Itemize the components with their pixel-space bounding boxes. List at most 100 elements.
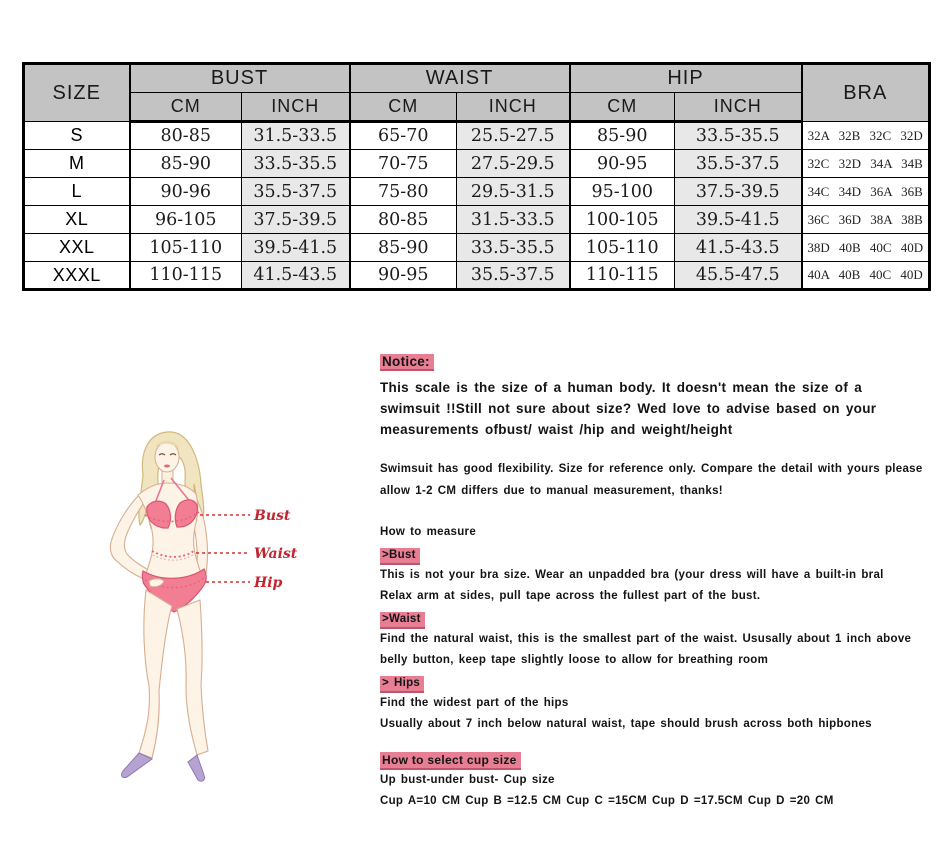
size-cell: XL xyxy=(23,205,130,234)
left-leg-sketch xyxy=(138,589,173,759)
header-hip: HIP xyxy=(568,63,802,93)
size-cell: L xyxy=(23,177,130,206)
size-cell: M xyxy=(23,149,130,178)
bust-cm-cell: 80-85 xyxy=(128,121,242,150)
hip-inch-cell: 45.5-47.5 xyxy=(674,261,802,290)
hand-on-hip xyxy=(148,578,165,588)
table-row: L 90-96 35.5-37.5 75-80 29.5-31.5 95-100… xyxy=(23,177,930,206)
size-cell: S xyxy=(23,121,130,150)
hips-instruction: Usually about 7 inch below natural waist… xyxy=(380,718,872,730)
bust-instruction: This is not your bra size. Wear an unpad… xyxy=(380,569,884,581)
bra-cell: 40A 40B 40C 40D xyxy=(800,261,930,290)
table-row: XXL 105-110 39.5-41.5 85-90 33.5-35.5 10… xyxy=(23,233,930,262)
table-row: S 80-85 31.5-33.5 65-70 25.5-27.5 85-90 … xyxy=(23,121,930,150)
bra-cell: 36C 36D 38A 38B xyxy=(800,205,930,234)
hip-cm-cell: 85-90 xyxy=(568,121,675,150)
hip-cm-cell: 95-100 xyxy=(568,177,675,206)
eye-left xyxy=(158,453,166,456)
subheader-waist-cm: CM xyxy=(348,92,457,123)
cup-size-line: Up bust-under bust- Cup size xyxy=(380,774,555,786)
notice-line: swimsuit !!Still not sure about size? We… xyxy=(380,401,877,416)
subheader-bust-inch: INCH xyxy=(241,92,350,123)
bra-cell: 38D 40B 40C 40D xyxy=(800,233,930,262)
table-row: M 85-90 33.5-35.5 70-75 27.5-29.5 90-95 … xyxy=(23,149,930,178)
bust-inch-cell: 37.5-39.5 xyxy=(241,205,350,234)
measurement-figure: Bust Waist Hip xyxy=(100,420,360,820)
bikini-top-left-cup xyxy=(146,500,172,529)
size-chart-table: SIZE BUST WAIST HIP BRA CM INCH CM INCH … xyxy=(22,62,931,291)
waist-inch-cell: 31.5-33.5 xyxy=(456,205,570,234)
bra-cell: 32A 32B 32C 32D xyxy=(800,121,930,150)
size-cell: XXXL xyxy=(23,261,130,290)
bust-cm-cell: 85-90 xyxy=(128,149,242,178)
notice-line: This scale is the size of a human body. … xyxy=(380,380,863,395)
hip-cm-cell: 110-115 xyxy=(568,261,675,290)
waist-inch-cell: 29.5-31.5 xyxy=(456,177,570,206)
waist-instruction: Find the natural waist, this is the smal… xyxy=(380,633,912,645)
waist-cm-cell: 65-70 xyxy=(348,121,457,150)
waist-inch-cell: 35.5-37.5 xyxy=(456,261,570,290)
bust-instruction: Relax arm at sides, pull tape across the… xyxy=(380,590,761,602)
notice-block: Notice: This scale is the size of a huma… xyxy=(380,353,935,440)
hip-inch-cell: 39.5-41.5 xyxy=(674,205,802,234)
body-measurement-illustration: Bust Waist Hip xyxy=(109,431,298,782)
hip-inch-cell: 41.5-43.5 xyxy=(674,233,802,262)
hip-inch-cell: 33.5-35.5 xyxy=(674,121,802,150)
waist-heading: >Waist xyxy=(380,612,425,629)
notice-heading: Notice: xyxy=(380,354,434,371)
bust-inch-cell: 33.5-35.5 xyxy=(241,149,350,178)
hair-fringe xyxy=(155,440,180,450)
waist-instruction: belly button, keep tape slightly loose t… xyxy=(380,654,769,666)
bust-cm-cell: 96-105 xyxy=(128,205,242,234)
header-size: SIZE xyxy=(23,63,130,122)
size-cell: XXL xyxy=(23,233,130,262)
hips-instruction: Find the widest part of the hips xyxy=(380,697,569,709)
bust-cm-cell: 110-115 xyxy=(128,261,242,290)
hip-cm-cell: 100-105 xyxy=(568,205,675,234)
left-shoe xyxy=(121,752,153,778)
notice-line: measurements ofbust/ waist /hip and weig… xyxy=(380,422,733,437)
waist-cm-cell: 90-95 xyxy=(348,261,457,290)
bust-heading: >Bust xyxy=(380,548,420,565)
right-leg-sketch xyxy=(176,599,209,756)
waist-cm-cell: 70-75 xyxy=(348,149,457,178)
waist-figure-label: Waist xyxy=(254,546,298,562)
cup-size-line: Cup A=10 CM Cup B =12.5 CM Cup C =15CM C… xyxy=(380,795,834,807)
eye-right xyxy=(169,453,177,456)
waist-inch-cell: 27.5-29.5 xyxy=(456,149,570,178)
bust-inch-cell: 41.5-43.5 xyxy=(241,261,350,290)
cup-size-block: How to select cup size Up bust-under bus… xyxy=(380,749,935,812)
bra-cell: 34C 34D 36A 36B xyxy=(800,177,930,206)
hip-cm-cell: 90-95 xyxy=(568,149,675,178)
hip-figure-label: Hip xyxy=(253,575,283,591)
bust-inch-cell: 39.5-41.5 xyxy=(241,233,350,262)
header-bust: BUST xyxy=(128,63,350,93)
table-row: XXXL 110-115 41.5-43.5 90-95 35.5-37.5 1… xyxy=(23,261,930,290)
bra-cell: 32C 32D 34A 34B xyxy=(800,149,930,178)
bust-inch-cell: 31.5-33.5 xyxy=(241,121,350,150)
how-to-measure-block: How to measure >Bust This is not your br… xyxy=(380,522,935,735)
hip-cm-cell: 105-110 xyxy=(568,233,675,262)
bust-dotted-band xyxy=(144,511,200,523)
header-bra: BRA xyxy=(800,63,930,122)
waist-cm-cell: 80-85 xyxy=(348,205,457,234)
waist-inch-cell: 25.5-27.5 xyxy=(456,121,570,150)
lips xyxy=(164,464,170,468)
hip-inch-cell: 37.5-39.5 xyxy=(674,177,802,206)
flexibility-line: Swimsuit has good flexibility. Size for … xyxy=(380,463,923,475)
table-row: XL 96-105 37.5-39.5 80-85 31.5-33.5 100-… xyxy=(23,205,930,234)
bust-cm-cell: 105-110 xyxy=(128,233,242,262)
measure-title: How to measure xyxy=(380,526,477,538)
bust-cm-cell: 90-96 xyxy=(128,177,242,206)
flexibility-line: allow 1-2 CM differs due to manual measu… xyxy=(380,485,723,497)
waist-inch-cell: 33.5-35.5 xyxy=(456,233,570,262)
subheader-bust-cm: CM xyxy=(128,92,242,123)
hip-inch-cell: 35.5-37.5 xyxy=(674,149,802,178)
right-shoe xyxy=(187,754,205,782)
subheader-hip-cm: CM xyxy=(568,92,675,123)
waist-cm-cell: 75-80 xyxy=(348,177,457,206)
waist-cm-cell: 85-90 xyxy=(348,233,457,262)
cup-size-heading: How to select cup size xyxy=(380,752,521,770)
flexibility-block: Swimsuit has good flexibility. Size for … xyxy=(380,458,935,502)
bust-figure-label: Bust xyxy=(253,508,291,524)
